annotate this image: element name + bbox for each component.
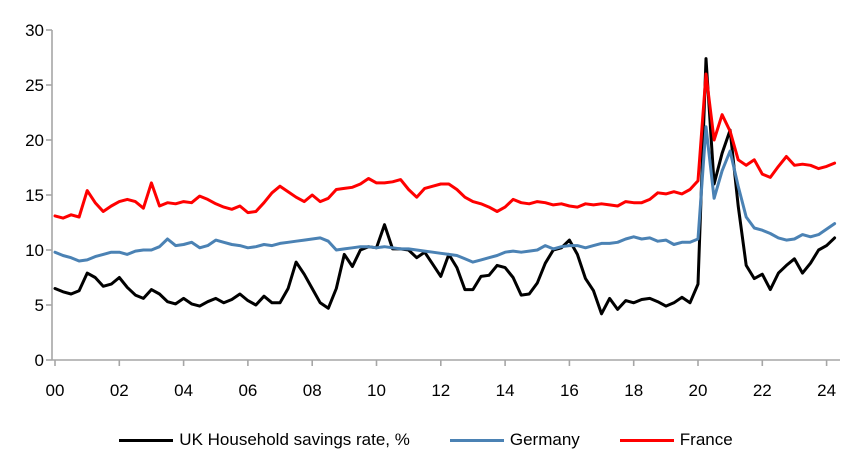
- y-axis-tick-label: 15: [25, 186, 44, 205]
- legend-item-germany: Germany: [449, 430, 580, 450]
- legend-label-france: France: [679, 430, 733, 449]
- x-axis-tick-label: 14: [496, 381, 515, 400]
- x-axis-tick-label: 02: [110, 381, 129, 400]
- france-line: [53, 72, 837, 220]
- chart-plot-area: 0 5 10 15 20 25 30 00 02 04 06 08 10 12 14 16 18 20 22 24: [25, 21, 840, 400]
- y-axis-tick-label: 10: [25, 241, 44, 260]
- x-axis-tick-label: 24: [817, 381, 836, 400]
- x-axis-tick-label: 22: [753, 381, 772, 400]
- x-axis-tick-label: 20: [689, 381, 708, 400]
- france-line-swatch: [619, 438, 674, 442]
- germany-line-swatch: [449, 438, 504, 442]
- y-axis-tick-label: 0: [35, 351, 44, 370]
- y-axis-tick-label: 30: [25, 21, 44, 40]
- y-axis-tick-label: 25: [25, 76, 44, 95]
- x-axis-tick-label: 16: [560, 381, 579, 400]
- germany-line: [53, 125, 837, 264]
- uk-line-swatch: [119, 438, 174, 442]
- legend-item-france: France: [619, 430, 733, 450]
- legend-item-uk: UK Household savings rate, %: [119, 430, 410, 450]
- legend-label-uk: UK Household savings rate, %: [179, 430, 410, 449]
- x-axis-tick-label: 04: [174, 381, 193, 400]
- x-axis-tick-label: 08: [303, 381, 322, 400]
- x-axis-tick-label: 06: [238, 381, 257, 400]
- y-axis-tick-label: 20: [25, 131, 44, 150]
- legend-label-germany: Germany: [509, 430, 580, 449]
- x-axis-tick-label: 10: [367, 381, 386, 400]
- chart-legend: UK Household savings rate, % Germany Fra…: [0, 424, 852, 456]
- x-axis-tick-label: 12: [431, 381, 450, 400]
- x-axis-tick-label: 00: [46, 381, 65, 400]
- x-axis-tick-label: 18: [624, 381, 643, 400]
- y-axis-tick-label: 5: [35, 296, 44, 315]
